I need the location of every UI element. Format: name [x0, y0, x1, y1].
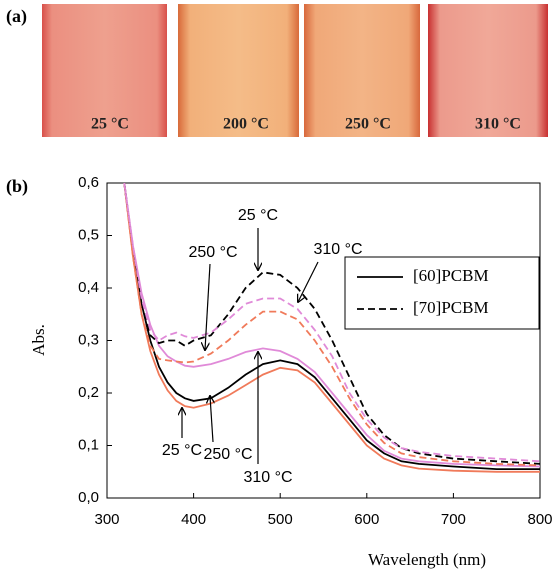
- y-tick-label: 0,0: [78, 489, 99, 506]
- y-tick-label: 0,1: [78, 436, 99, 453]
- annotation: 310 °C: [313, 241, 362, 258]
- photo: [428, 4, 548, 137]
- y-tick-label: 0,4: [78, 279, 99, 296]
- plot-area: [123, 183, 540, 473]
- annotation-arrow: [298, 261, 319, 302]
- photo-label: 200 °C: [223, 116, 269, 133]
- photo-label: 25 °C: [91, 116, 129, 133]
- data-line: [123, 183, 540, 473]
- photo-label: 250 °C: [345, 116, 391, 133]
- annotation: 310 °C: [243, 469, 292, 486]
- x-tick-label: 400: [181, 511, 206, 528]
- legend-box: [344, 256, 540, 330]
- data-line: [123, 183, 540, 463]
- annotation: 25 °C: [238, 207, 278, 224]
- data-line: [123, 183, 540, 467]
- y-tick-label: 0,3: [78, 331, 99, 348]
- y-axis-label: Abs.: [29, 324, 48, 356]
- x-tick-label: 500: [268, 511, 293, 528]
- data-line: [123, 183, 540, 465]
- annotation: 25 °C: [162, 442, 202, 459]
- panel-label: (a): [6, 6, 27, 27]
- annotation-arrow: [210, 396, 213, 443]
- annotation: 250 °C: [203, 446, 252, 463]
- y-tick-label: 0,5: [78, 226, 99, 243]
- photo: [304, 4, 420, 137]
- data-line: [123, 183, 540, 468]
- x-tick-label: 600: [354, 511, 379, 528]
- x-tick-label: 800: [527, 511, 552, 528]
- x-tick-label: 300: [94, 511, 119, 528]
- photo: [42, 4, 167, 137]
- x-axis-label: Wavelength (nm): [368, 550, 486, 569]
- data-line: [123, 183, 540, 470]
- panel-label: (b): [6, 176, 28, 197]
- y-tick-label: 0,2: [78, 384, 99, 401]
- y-tick-label: 0,6: [78, 174, 99, 191]
- legend-label: [60]PCBM: [413, 266, 489, 285]
- annotation: 250 °C: [188, 244, 237, 261]
- annotation-arrow: [205, 263, 211, 350]
- photo: [178, 4, 299, 137]
- legend-label: [70]PCBM: [413, 298, 489, 317]
- photo-label: 310 °C: [475, 116, 521, 133]
- x-tick-label: 700: [441, 511, 466, 528]
